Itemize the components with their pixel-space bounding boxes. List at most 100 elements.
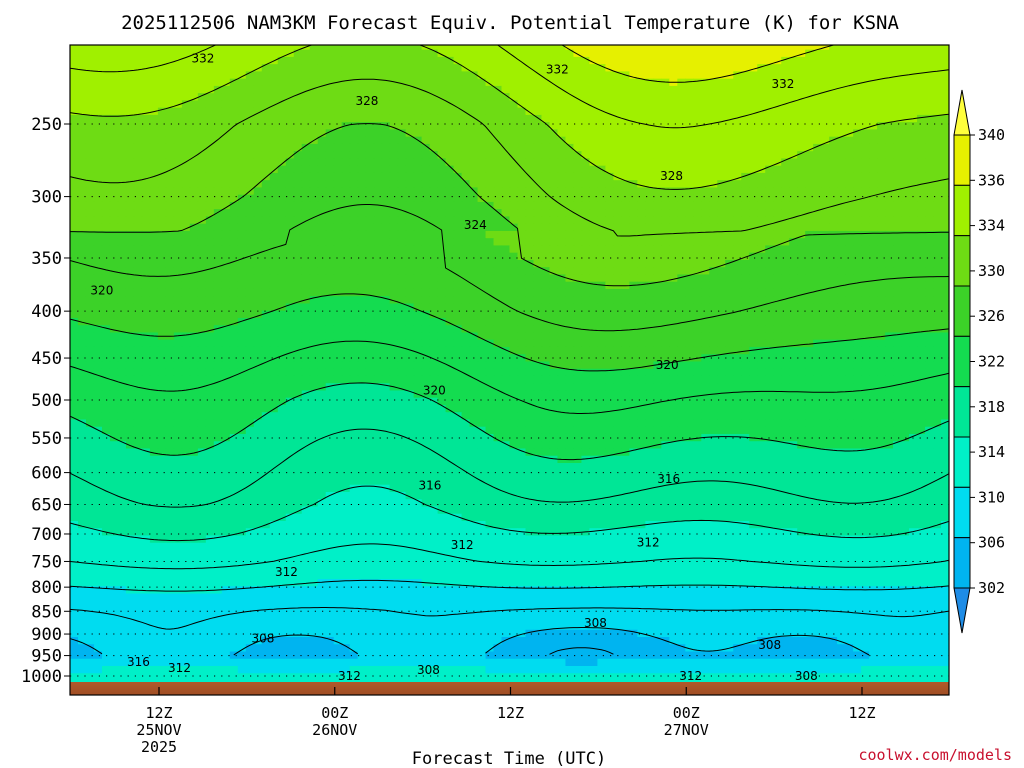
field-cell (845, 274, 854, 283)
field-cell (461, 151, 471, 160)
field-cell (613, 267, 622, 276)
field-cell (213, 267, 223, 276)
field-cell (533, 332, 543, 341)
field-cell (357, 194, 367, 203)
field-cell (669, 209, 678, 218)
field-cell (853, 252, 862, 261)
field-cell (301, 332, 311, 341)
field-cell (237, 288, 247, 297)
field-cell (941, 165, 949, 174)
field-cell (821, 107, 830, 116)
field-cell (733, 107, 742, 116)
field-cell (517, 288, 527, 297)
field-cell (173, 45, 183, 51)
field-cell (157, 245, 167, 254)
field-cell (557, 64, 567, 72)
field-cell (349, 274, 359, 283)
field-cell (285, 361, 295, 370)
field-cell (733, 49, 742, 58)
field-cell (589, 288, 598, 297)
field-cell (541, 107, 551, 116)
field-cell (117, 56, 127, 65)
field-cell (645, 45, 654, 51)
field-cell (861, 158, 870, 167)
field-cell (621, 252, 630, 261)
field-cell (413, 49, 423, 58)
field-cell (213, 129, 223, 138)
field-cell (573, 230, 583, 239)
field-cell (669, 339, 678, 348)
field-cell (573, 107, 583, 116)
field-cell (909, 49, 918, 58)
field-cell (117, 201, 127, 210)
field-cell (941, 332, 949, 341)
field-cell (661, 310, 670, 319)
field-cell (213, 310, 223, 319)
field-cell (253, 56, 263, 65)
field-cell (77, 216, 87, 225)
field-cell (469, 165, 479, 174)
field-cell (429, 187, 439, 196)
field-cell (469, 143, 479, 152)
field-cell (389, 71, 399, 80)
field-cell (293, 158, 303, 167)
field-cell (445, 172, 455, 181)
field-cell (373, 78, 383, 87)
field-cell (245, 129, 255, 138)
field-cell (453, 216, 463, 225)
field-cell (117, 129, 127, 138)
field-cell (781, 45, 790, 51)
field-cell (269, 165, 279, 174)
field-cell (181, 209, 191, 218)
field-cell (237, 180, 247, 189)
field-cell (909, 85, 918, 94)
field-cell (77, 310, 87, 319)
field-cell (661, 267, 670, 276)
field-cell (893, 64, 902, 72)
field-cell (789, 114, 798, 123)
field-cell (197, 216, 207, 225)
field-cell (533, 122, 543, 131)
field-cell (197, 143, 207, 152)
field-cell (661, 216, 670, 225)
field-cell (941, 288, 949, 297)
field-cell (941, 78, 949, 87)
field-cell (109, 78, 119, 87)
field-cell (861, 216, 870, 225)
field-cell (229, 317, 239, 326)
field-cell (341, 187, 351, 196)
field-cell (869, 346, 878, 355)
field-cell (437, 129, 447, 138)
field-cell (549, 252, 559, 261)
field-cell (421, 151, 431, 160)
field-cell (605, 209, 614, 218)
field-cell (197, 93, 207, 102)
field-cell (677, 209, 686, 218)
field-cell (893, 56, 902, 65)
field-cell (941, 187, 949, 196)
field-cell (421, 317, 431, 326)
field-cell (909, 78, 918, 87)
field-cell (797, 267, 806, 276)
field-cell (421, 325, 431, 334)
field-cell (885, 35, 894, 43)
field-cell (237, 158, 247, 167)
field-cell (885, 172, 894, 181)
field-cell (661, 71, 670, 80)
field-cell (285, 100, 295, 109)
field-cell (741, 56, 750, 65)
field-cell (341, 288, 351, 297)
field-cell (357, 136, 367, 145)
field-cell (869, 317, 878, 326)
field-cell (701, 238, 710, 247)
field-cell (253, 122, 263, 131)
field-cell (485, 180, 495, 189)
field-cell (509, 49, 519, 58)
field-cell (373, 223, 383, 232)
field-cell (277, 346, 287, 355)
field-cell (309, 296, 319, 305)
field-cell (525, 49, 535, 58)
field-cell (109, 223, 119, 232)
field-cell (613, 143, 622, 152)
field-cell (205, 325, 215, 334)
